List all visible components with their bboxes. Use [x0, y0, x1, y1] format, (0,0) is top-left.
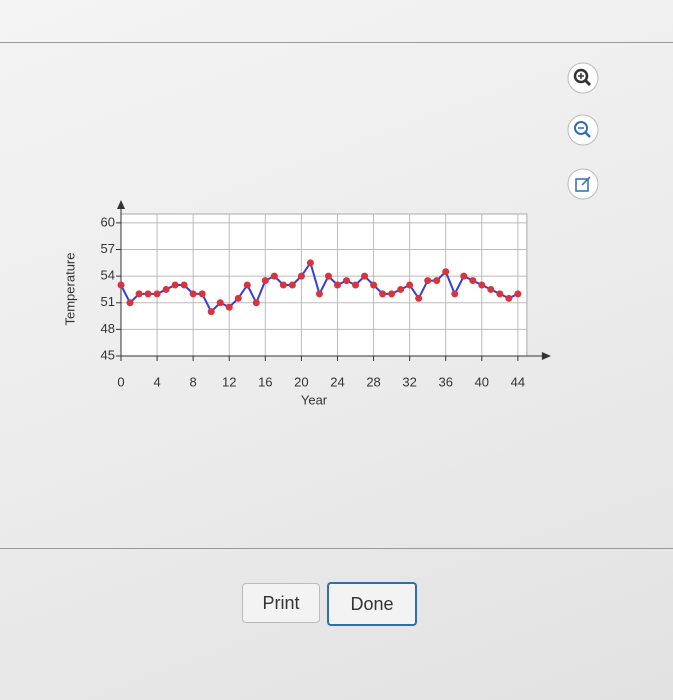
data-point	[324, 272, 332, 280]
data-point	[126, 299, 134, 307]
x-tick-label: 12	[222, 374, 236, 389]
data-point	[153, 290, 161, 298]
data-point	[189, 290, 197, 298]
data-point	[343, 277, 350, 285]
data-point	[433, 277, 441, 285]
data-point	[207, 308, 215, 316]
y-tick-label: 48	[101, 321, 115, 336]
y-tick-label: 51	[101, 294, 115, 309]
divider	[0, 42, 673, 43]
data-point	[135, 290, 143, 298]
y-tick-label: 45	[101, 347, 115, 362]
data-point	[442, 268, 450, 276]
x-tick-label: 24	[330, 374, 344, 389]
open-external-icon[interactable]	[567, 168, 599, 200]
y-tick-label: 57	[101, 241, 115, 256]
data-point	[144, 290, 152, 298]
data-point	[261, 277, 269, 285]
x-tick-label: 32	[402, 374, 416, 389]
data-point	[225, 303, 233, 311]
x-tick-label: 28	[366, 374, 380, 389]
data-point	[198, 290, 206, 298]
data-point	[397, 285, 405, 293]
data-point	[333, 281, 341, 289]
data-point	[415, 294, 423, 302]
data-point	[406, 281, 414, 289]
y-axis-title: Temperature	[62, 253, 77, 326]
data-point	[180, 281, 188, 289]
zoom-out-icon[interactable]	[567, 114, 599, 146]
data-point	[424, 277, 432, 285]
data-point	[451, 290, 459, 298]
x-axis-arrow	[541, 352, 551, 360]
data-point	[487, 285, 495, 293]
done-button[interactable]: Done	[327, 582, 417, 626]
y-axis-arrow	[117, 200, 125, 209]
y-tick-label: 60	[101, 214, 115, 229]
data-point	[216, 299, 224, 307]
data-point	[460, 272, 468, 280]
print-button[interactable]: Print	[242, 583, 320, 623]
y-tick-label: 54	[101, 268, 115, 283]
x-tick-label: 44	[511, 374, 525, 389]
data-point	[388, 290, 396, 298]
data-point	[243, 281, 251, 289]
data-point	[469, 277, 477, 285]
x-tick-label: 36	[438, 374, 452, 389]
data-point	[505, 294, 513, 302]
data-point	[162, 285, 170, 293]
zoom-in-icon[interactable]	[567, 62, 599, 94]
data-point	[234, 294, 242, 302]
x-axis-title: Year	[301, 392, 328, 407]
x-tick-label: 8	[190, 374, 197, 389]
x-tick-label: 40	[475, 374, 489, 389]
data-point	[352, 281, 360, 289]
divider	[0, 548, 673, 549]
data-point	[171, 281, 179, 289]
data-point	[361, 272, 369, 280]
data-point	[514, 290, 522, 298]
data-point	[315, 290, 323, 298]
data-point	[288, 281, 296, 289]
x-tick-label: 16	[258, 374, 272, 389]
data-point	[496, 290, 504, 298]
data-point	[478, 281, 486, 289]
data-point	[370, 281, 378, 289]
data-point	[379, 290, 387, 298]
data-point	[306, 259, 314, 267]
data-point	[117, 281, 125, 289]
x-tick-label: 20	[294, 374, 308, 389]
data-point	[270, 272, 278, 280]
x-tick-label: 0	[117, 374, 124, 389]
data-point	[279, 281, 287, 289]
x-tick-label: 4	[153, 374, 160, 389]
data-point	[252, 299, 260, 307]
data-point	[297, 272, 305, 280]
